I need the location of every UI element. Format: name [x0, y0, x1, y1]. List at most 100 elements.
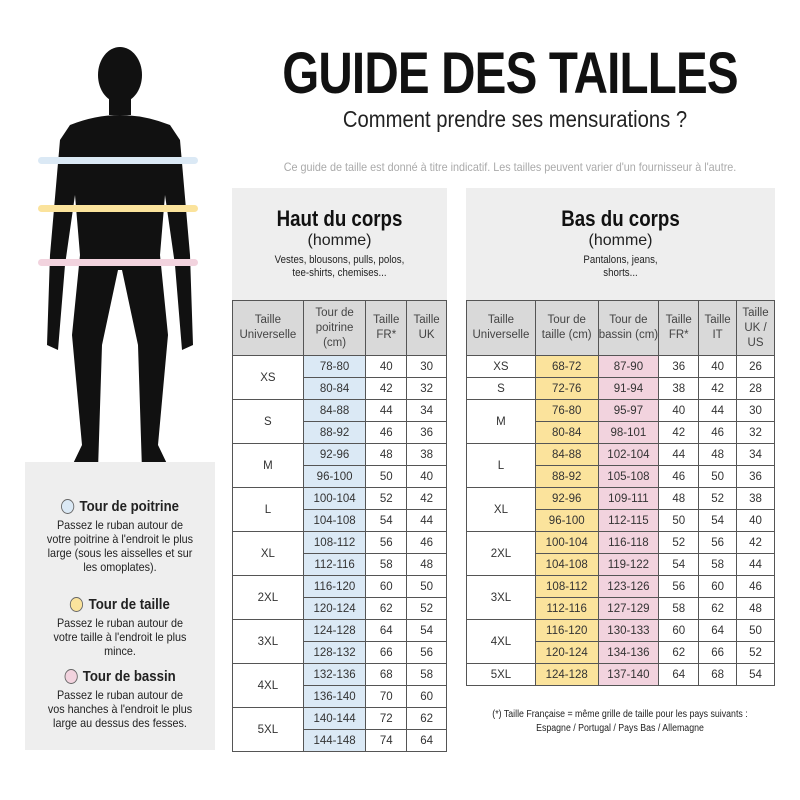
size-label: 4XL — [232, 663, 304, 708]
table-cell: 60 — [406, 685, 447, 708]
table-cell: 64 — [365, 619, 408, 642]
table-cell: 132-136 — [302, 663, 367, 686]
table-cell: 62 — [406, 707, 447, 730]
table-cell: 68 — [698, 663, 738, 686]
table-cell: 46 — [736, 575, 775, 598]
table-cell: 50 — [736, 619, 775, 642]
legend-title: Tour de taille — [88, 596, 170, 613]
legend-text: Passez le ruban autour de vos hanches à … — [47, 688, 193, 730]
bottom-panel-header: Bas du corps (homme) Pantalons, jeans, s… — [466, 188, 775, 300]
table-cell: 144-148 — [302, 729, 367, 752]
table-cell: 52 — [736, 641, 775, 664]
table-cell: 40 — [365, 355, 408, 378]
column-header: Taille UK / US — [736, 300, 775, 356]
table-cell: 42 — [658, 421, 700, 444]
table-row: 80-84 42 32 — [233, 377, 447, 400]
table-row: M 92-96 48 38 — [232, 443, 447, 488]
table-cell: 60 — [658, 619, 700, 642]
table-cell: 120-124 — [302, 597, 367, 620]
table-cell: 72-76 — [534, 377, 599, 400]
table-cell: 60 — [698, 575, 738, 598]
table-cell: 44 — [406, 509, 447, 532]
bottom-description: Pantalons, jeans, shorts... — [583, 254, 658, 279]
table-row: 120-124 134-136 62 66 52 — [467, 641, 775, 664]
table-cell: 92-96 — [534, 487, 599, 510]
table-cell: 112-116 — [534, 597, 599, 620]
table-cell: 64 — [658, 663, 700, 686]
table-cell: 58 — [406, 663, 447, 686]
table-cell: 88-92 — [534, 465, 599, 488]
table-cell: 46 — [698, 421, 738, 444]
table-row: 5XL 140-144 72 62 — [232, 707, 447, 752]
table-cell: 48 — [698, 443, 738, 466]
column-header: Taille FR* — [658, 300, 700, 356]
table-cell: 26 — [736, 355, 775, 378]
table-cell: 104-108 — [534, 553, 599, 576]
table-cell: 116-120 — [302, 575, 367, 598]
table-cell: 124-128 — [302, 619, 367, 642]
table-cell: 105-108 — [597, 465, 660, 488]
table-cell: 50 — [406, 575, 447, 598]
table-cell: 42 — [698, 377, 738, 400]
table-cell: 38 — [736, 487, 775, 510]
table-cell: 52 — [406, 597, 447, 620]
table-cell: 34 — [736, 443, 775, 466]
table-cell: 137-140 — [597, 663, 660, 686]
column-header: Tour de bassin (cm) — [597, 300, 660, 356]
legend-title: Tour de bassin — [82, 668, 176, 685]
table-row: L 100-104 52 42 — [232, 487, 447, 532]
size-label: L — [466, 443, 536, 488]
table-cell: 116-118 — [597, 531, 660, 554]
table-cell: 123-126 — [597, 575, 660, 598]
table-row: 112-116 127-129 58 62 48 — [467, 597, 775, 620]
table-cell: 72 — [365, 707, 408, 730]
table-row: M 76-80 95-97 40 44 30 — [466, 399, 775, 444]
table-cell: 68 — [365, 663, 408, 686]
table-cell: 52 — [658, 531, 700, 554]
column-header: Taille UK — [406, 300, 447, 356]
footnote: (*) Taille Française = même grille de ta… — [488, 708, 752, 736]
table-cell: 54 — [406, 619, 447, 642]
table-cell: 40 — [736, 509, 775, 532]
legend-text: Passez le ruban autour de votre poitrine… — [46, 518, 194, 574]
table-cell: 42 — [406, 487, 447, 510]
table-cell: 109-111 — [597, 487, 660, 510]
table-cell: 58 — [698, 553, 738, 576]
table-row: XL 108-112 56 46 — [232, 531, 447, 576]
table-cell: 100-104 — [302, 487, 367, 510]
size-label: XS — [466, 355, 536, 378]
page-subtitle: Comment prendre ses mensurations ? — [342, 106, 688, 132]
hip-band — [38, 259, 198, 266]
chest-band — [38, 157, 198, 164]
size-label: S — [466, 377, 536, 400]
table-cell: 91-94 — [597, 377, 660, 400]
table-row: 4XL 132-136 68 58 — [232, 663, 447, 708]
disclaimer-note: Ce guide de taille est donné à titre ind… — [283, 160, 737, 174]
table-row: XS 68-72 87-90 36 40 26 — [466, 355, 775, 378]
table-row: 2XL 100-104 116-118 52 56 42 — [466, 531, 775, 576]
size-label: L — [232, 487, 304, 532]
table-cell: 40 — [658, 399, 700, 422]
size-label: XL — [232, 531, 304, 576]
table-cell: 127-129 — [597, 597, 660, 620]
table-cell: 108-112 — [534, 575, 599, 598]
table-cell: 116-120 — [534, 619, 599, 642]
table-row: XL 92-96 109-111 48 52 38 — [466, 487, 775, 532]
table-cell: 50 — [698, 465, 738, 488]
top-subheading: (homme) — [307, 232, 372, 249]
table-cell: 58 — [365, 553, 408, 576]
table-row: 144-148 74 64 — [233, 729, 447, 752]
table-cell: 34 — [406, 399, 447, 422]
table-cell: 124-128 — [534, 663, 599, 686]
table-cell: 44 — [698, 399, 738, 422]
table-cell: 108-112 — [302, 531, 367, 554]
legend-hip: Tour de bassin Passez le ruban autour de… — [25, 668, 215, 730]
table-cell: 46 — [406, 531, 447, 554]
table-cell: 80-84 — [534, 421, 599, 444]
table-cell: 36 — [736, 465, 775, 488]
size-label: 3XL — [466, 575, 536, 620]
table-cell: 128-132 — [302, 641, 367, 664]
table-cell: 62 — [365, 597, 408, 620]
table-cell: 96-100 — [302, 465, 367, 488]
legend-chest: Tour de poitrine Passez le ruban autour … — [25, 498, 215, 574]
